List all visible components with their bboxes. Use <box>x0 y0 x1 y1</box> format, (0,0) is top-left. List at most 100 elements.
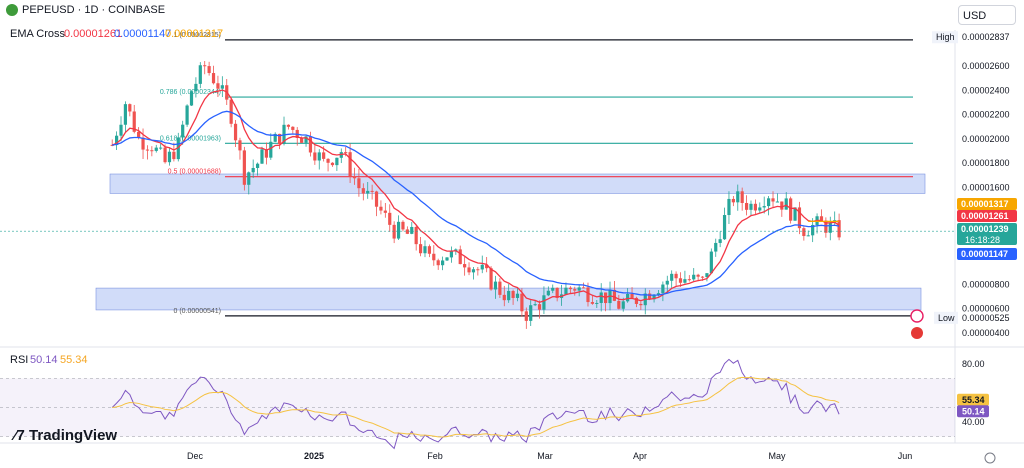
candle-body <box>749 203 753 210</box>
candle-body <box>458 249 462 265</box>
candle-body <box>463 264 467 268</box>
candle-body <box>326 158 330 163</box>
indicator-label[interactable]: EMA Cross <box>10 28 66 40</box>
candle-body <box>344 152 348 154</box>
candle-body <box>573 289 577 291</box>
candle-body <box>410 226 414 234</box>
candle-body <box>612 289 617 301</box>
candle-body <box>115 135 119 146</box>
candle-body <box>198 65 202 84</box>
high-value: 0.00002837 <box>962 32 1010 42</box>
candle-body <box>520 293 524 312</box>
candle-body <box>220 85 224 89</box>
candle-body <box>564 287 568 295</box>
candle-body <box>432 253 436 261</box>
rsi-value-label: 50.14 <box>962 406 985 416</box>
candle-body <box>524 311 528 321</box>
rsi-label-bg <box>957 405 989 418</box>
candle-body <box>700 276 705 278</box>
candle-body <box>392 224 396 239</box>
candle-body <box>493 281 498 290</box>
candle-body <box>467 267 471 273</box>
fib-level-label: 0.618 (0.00001963) <box>160 135 221 142</box>
ema-fast-value: 0.00001261 <box>64 28 123 40</box>
flash-event-icon <box>910 309 924 323</box>
candle-body <box>828 222 832 233</box>
candle-body <box>167 151 172 163</box>
candle-body <box>123 104 128 125</box>
rsi-ma-label-bg <box>957 393 989 406</box>
ema-third-value: 0.00001317 <box>165 28 224 40</box>
price-tick-label: 0.00001600 <box>962 182 1010 192</box>
price-label: 0.00001317 <box>961 199 1009 209</box>
candle-body <box>590 302 594 304</box>
candle-body <box>308 136 313 153</box>
price-label: 0.00001239 <box>961 224 1009 234</box>
candle-body <box>661 284 665 294</box>
time-tick-label: May <box>768 451 786 461</box>
tradingview-brand: TradingView <box>29 427 118 444</box>
candle-body <box>242 150 246 185</box>
symbol-title[interactable]: PEPEUSD · 1D · COINBASE <box>22 4 166 16</box>
candle-body <box>744 202 749 210</box>
candle-body <box>163 147 167 163</box>
candle-body <box>330 162 335 166</box>
candle-body <box>533 304 537 306</box>
rsi-tick-label: 80.00 <box>962 359 985 369</box>
candle-body <box>753 203 757 211</box>
candle-body <box>185 105 189 125</box>
candle-body <box>731 198 735 203</box>
candle-body <box>485 264 489 269</box>
candle-body <box>740 191 744 203</box>
candle-body <box>687 279 691 281</box>
pepe-logo-icon <box>6 4 18 16</box>
candle-body <box>361 188 365 194</box>
rsi-tick-label: 40.00 <box>962 417 985 427</box>
price-tick-label: 0.00002000 <box>962 134 1010 144</box>
candle-body <box>696 274 700 277</box>
support-resistance-zone <box>109 173 926 194</box>
candle-body <box>273 133 277 142</box>
price-tick-label: 0.00000600 <box>962 304 1010 314</box>
candle-body <box>811 224 815 236</box>
candle-body <box>145 149 150 151</box>
rsi-ma-value: 55.34 <box>60 354 88 366</box>
rsi-label[interactable]: RSI <box>10 354 29 366</box>
candle-body <box>260 149 264 164</box>
candle-body <box>480 264 484 270</box>
candle-body <box>705 273 709 278</box>
candle-body <box>379 206 383 211</box>
candle-body <box>405 229 409 234</box>
candle-body <box>181 124 185 138</box>
candle-body <box>304 136 308 143</box>
candle-body <box>837 220 841 238</box>
candle-body <box>630 293 634 298</box>
price-tick-label: 0.00000800 <box>962 279 1010 289</box>
candle-body <box>537 304 542 310</box>
candle-body <box>824 220 828 233</box>
time-tick-label: Dec <box>187 451 204 461</box>
time-tick-label: 2025 <box>304 451 324 461</box>
candle-body <box>595 302 599 304</box>
price-tick-label: 0.00002600 <box>962 61 1010 71</box>
candle-body <box>546 290 550 296</box>
candle-body <box>678 278 683 283</box>
candle-body <box>652 295 656 300</box>
currency-select[interactable]: USD <box>958 5 1016 25</box>
candle-body <box>683 279 687 283</box>
candle-body <box>670 273 674 281</box>
candle-body <box>722 215 727 240</box>
candle-body <box>159 147 163 149</box>
candle-body <box>515 293 520 298</box>
countdown-label: 16:18:28 <box>965 235 1000 245</box>
candle-body <box>207 66 211 74</box>
price-tick-label: 0.00000400 <box>962 328 1010 338</box>
candle-body <box>692 274 696 280</box>
candle-body <box>348 152 352 177</box>
candle-body <box>617 300 621 309</box>
candle-body <box>802 228 806 237</box>
candle-body <box>370 190 374 192</box>
tradingview-logo[interactable]: ⁄7 TradingView <box>14 427 117 444</box>
